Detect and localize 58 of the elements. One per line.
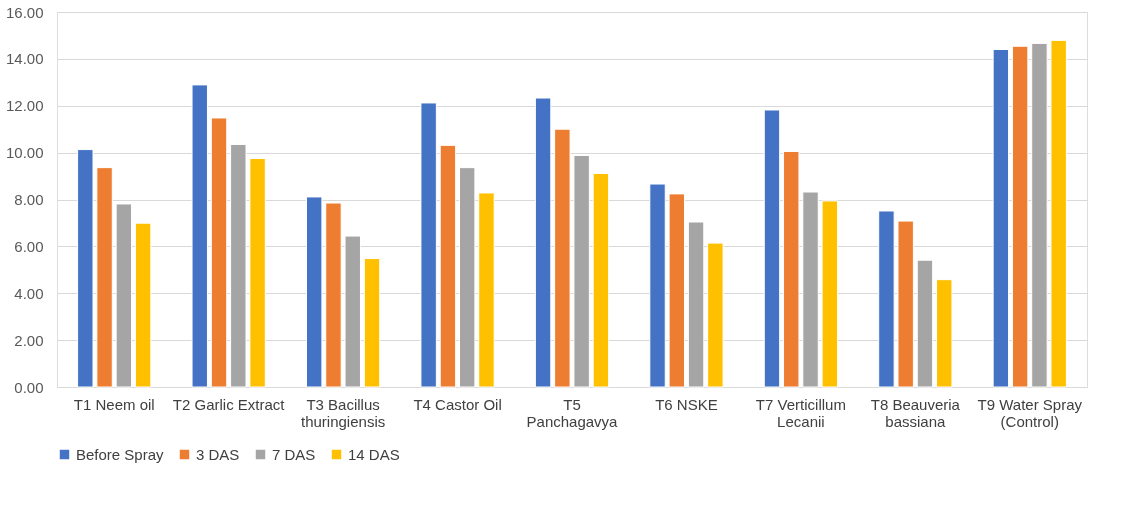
- bar: [936, 279, 953, 388]
- bar: [363, 258, 381, 388]
- bar: [554, 128, 571, 388]
- bar: [592, 172, 610, 388]
- bar: [878, 210, 895, 388]
- bar: [115, 203, 133, 388]
- legend-label: 3 DAS: [196, 445, 240, 463]
- bar: [134, 222, 152, 388]
- bar: [534, 97, 552, 388]
- bar: [210, 117, 228, 388]
- bar: [305, 196, 323, 388]
- bar: [707, 242, 724, 388]
- bar: [439, 144, 457, 388]
- y-tick-label: 10.00: [5, 144, 44, 162]
- bar: [458, 167, 476, 388]
- y-tick-label: 14.00: [5, 50, 44, 68]
- x-tick-label: T8 Beauveria bassiana: [870, 395, 961, 430]
- bar: [478, 192, 495, 388]
- x-tick-label: T7 Verticillum Lecanii: [755, 395, 846, 430]
- bar: [77, 149, 94, 388]
- x-tick-label: T1 Neem oil: [73, 395, 155, 413]
- bar: [668, 193, 686, 388]
- bar: [897, 220, 914, 388]
- bar: [420, 102, 437, 388]
- y-tick-label: 0.00: [14, 378, 44, 396]
- y-tick-label: 8.00: [14, 191, 44, 208]
- bar: [96, 167, 113, 388]
- x-tick-label: T4 Castor Oil: [413, 395, 502, 413]
- legend-label: Before Spray: [76, 445, 165, 463]
- bar: [230, 143, 247, 388]
- y-tick-label: 16.00: [5, 3, 44, 21]
- bar: [1031, 42, 1048, 388]
- x-tick-label: T5 Panchagavya: [526, 395, 619, 430]
- bar: [763, 109, 781, 388]
- bar: [821, 200, 839, 388]
- x-tick-label: T6 NSKE: [655, 395, 718, 413]
- y-tick-label: 4.00: [14, 284, 44, 302]
- bar: [344, 235, 361, 388]
- bar: [783, 150, 800, 388]
- x-tick-label: T9 Water Spray (Control): [977, 395, 1083, 430]
- y-tick-label: 12.00: [5, 97, 44, 115]
- legend-label: 7 DAS: [272, 445, 316, 463]
- bar: [802, 191, 819, 388]
- bar: [687, 221, 705, 388]
- bar: [325, 202, 342, 388]
- x-tick-label: T2 Garlic Extract: [172, 395, 286, 413]
- bar: [649, 183, 666, 388]
- bar: [249, 157, 266, 388]
- y-tick-label: 6.00: [14, 237, 44, 255]
- legend-label: 14 DAS: [348, 445, 400, 463]
- x-tick-label: T3 Bacillus thuringiensis: [301, 395, 386, 430]
- bar: [1011, 45, 1029, 388]
- bar: [916, 259, 934, 388]
- bar: [1050, 39, 1067, 388]
- y-tick-label: 2.00: [14, 331, 44, 349]
- bar: [191, 84, 208, 388]
- bar: [573, 154, 590, 388]
- bar: [992, 49, 1010, 388]
